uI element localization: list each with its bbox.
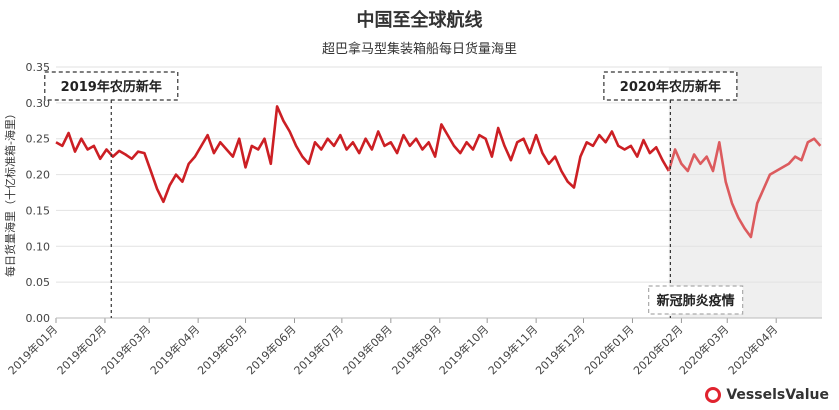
y-tick-label: 0.30 [26,97,51,110]
chart-subtitle: 超巴拿马型集装箱船每日货量海里 [321,42,517,57]
annotation-cny-2020-label: 2020年农历新年 [620,79,721,95]
annotation-cny-2019-label: 2019年农历新年 [61,79,162,95]
vesselsvalue-logo-icon [705,387,722,403]
annotation-cny-2020-box [603,71,738,101]
series-line-2020 [667,137,822,239]
y-tick-label: 0.05 [26,276,51,289]
x-tick-label: 2019年01月 [5,322,60,377]
x-tick-label: 2020年01月 [581,322,636,377]
y-axis-label: 每日货量海里（十亿标准箱-海里） [3,108,17,277]
annotation-cny-2019-box [44,71,179,101]
vesselsvalue-logo: VesselsValue [705,384,829,406]
x-tick-label: 2019年04月 [147,322,202,377]
y-tick-label: 0.15 [26,204,51,217]
x-tick-label: 2019年06月 [243,322,298,377]
x-tick-label: 2020年04月 [725,322,780,377]
y-tick-label: 0.10 [26,240,51,253]
x-tick-label: 2019年09月 [389,322,444,377]
x-tick-label: 2019年05月 [194,322,249,377]
x-tick-label: 2019年08月 [340,322,395,377]
covid-shaded-region [668,67,822,318]
annotation-covid-label: 新冠肺炎疫情 [657,293,735,309]
x-tick-label: 2019年10月 [436,322,491,377]
annotation-covid-box [648,285,744,315]
y-tick-label: 0.20 [26,169,51,182]
y-tick-label: 0.00 [26,312,51,325]
x-tick-label: 2019年07月 [291,322,346,377]
logo-text: VesselsValue [726,387,829,403]
chart-title: 中国至全球航线 [356,10,483,31]
x-tick-label: 2019年12月 [532,322,587,377]
series-line-2019 [55,105,670,204]
x-tick-label: 2019年11月 [485,322,540,377]
y-tick-label: 0.35 [26,61,51,74]
y-tick-label: 0.25 [26,133,51,146]
x-tick-label: 2020年03月 [676,322,731,377]
